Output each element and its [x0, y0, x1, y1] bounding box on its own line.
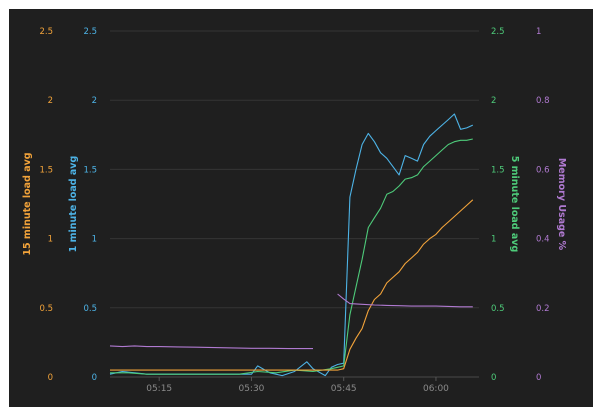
series-lines: [109, 113, 474, 377]
memory-tick-label: 0: [536, 373, 541, 383]
load1-tick-label: 0: [92, 373, 97, 383]
load5-axis-title: 5 minute load avg: [509, 156, 520, 253]
chart: 05:15 05:30 05:45 06:00 0 0.5 1 1.5 2 2.5 0 0.5 1 1.5…: [22, 27, 567, 394]
load15-tick-label: 0: [48, 373, 53, 383]
load5-tick-label: 2.5: [491, 27, 505, 37]
load15-tick-label: 2.5: [39, 27, 53, 37]
memory-tick-label: 0.4: [536, 235, 550, 245]
load15-tick-label: 1.5: [39, 165, 53, 175]
x-tick-label: 05:15: [146, 384, 172, 394]
load5-tick-label: 0.5: [491, 304, 505, 314]
memory-axis-title: Memory Usage %: [556, 158, 567, 251]
chart-panel: 05:15 05:30 05:45 06:00 0 0.5 1 1.5 2 2.5 0 0.5 1 1.5…: [9, 9, 593, 407]
load15-tick-label: 1: [48, 235, 53, 245]
x-tick-label: 05:45: [331, 384, 357, 394]
load5-tick-label: 2: [491, 96, 496, 106]
axes: 05:15 05:30 05:45 06:00 0 0.5 1 1.5 2 2.5 0 0.5 1 1.5…: [22, 27, 567, 394]
load15-axis-title: 15 minute load avg: [22, 152, 33, 255]
load1-tick-label: 2: [92, 96, 97, 106]
x-tick-label: 05:30: [238, 384, 264, 394]
memory-usage-line-segment-2: [337, 293, 473, 308]
memory-tick-label: 0.8: [536, 96, 550, 106]
memory-usage-line: [109, 345, 313, 350]
load1-tick-label: 0.5: [83, 304, 97, 314]
load5-tick-label: 1.5: [491, 165, 505, 175]
load15-tick-label: 2: [48, 96, 53, 106]
memory-tick-label: 0.6: [536, 165, 550, 175]
load1-tick-label: 1: [92, 235, 97, 245]
load5-tick-label: 1: [491, 235, 496, 245]
load1-tick-label: 1.5: [83, 165, 97, 175]
load15-tick-label: 0.5: [39, 304, 53, 314]
15-minute-load-avg-line: [110, 199, 474, 371]
grid: [110, 30, 479, 378]
1-minute-load-avg-line: [109, 113, 474, 377]
load5-tick-label: 0: [491, 373, 496, 383]
load1-tick-label: 2.5: [83, 27, 97, 37]
x-tick-label: 06:00: [423, 384, 449, 394]
memory-tick-label: 0.2: [536, 304, 550, 314]
load1-axis-title: 1 minute load avg: [68, 156, 79, 253]
memory-tick-label: 1: [536, 27, 541, 37]
5-minute-load-avg-line: [110, 138, 473, 375]
